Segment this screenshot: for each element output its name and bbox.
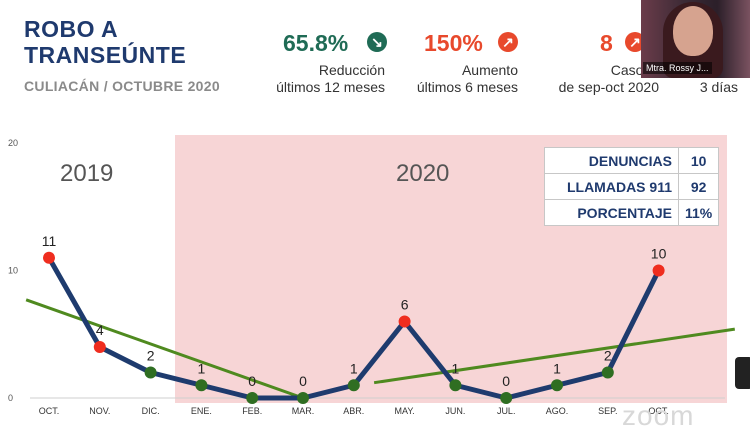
stat-reduction-label-line2: últimos 12 meses xyxy=(276,79,385,95)
x-tick-label: FEB. xyxy=(242,406,262,416)
stat-cases-value: 8 xyxy=(600,30,613,56)
x-tick-label: ENE. xyxy=(191,406,212,416)
data-point xyxy=(347,379,360,392)
x-tick-label: SEP. xyxy=(598,406,617,416)
stat-increase-label-line1: Aumento xyxy=(461,62,518,78)
data-label: 1 xyxy=(553,360,561,376)
page-subtitle: CULIACÁN / OCTUBRE 2020 xyxy=(24,78,220,94)
arrow-down-right-icon: ↘ xyxy=(367,32,387,52)
arrow-up-right-icon: ↗ xyxy=(498,32,518,52)
data-label: 1 xyxy=(350,360,358,376)
table-row: PORCENTAJE 11% xyxy=(544,199,720,226)
data-point xyxy=(246,392,259,404)
arrow-up-right-icon: ↗ xyxy=(625,32,645,52)
data-point xyxy=(144,366,157,379)
table-row: DENUNCIAS 10 xyxy=(544,147,720,174)
x-tick-label: JUL. xyxy=(497,406,516,416)
chart-series-lines xyxy=(46,256,661,401)
x-tick-label: OCT. xyxy=(39,406,60,416)
table-value: 92 xyxy=(677,173,720,200)
data-point xyxy=(500,392,513,404)
participant-face xyxy=(673,6,713,56)
data-point xyxy=(93,341,106,353)
data-label: 0 xyxy=(248,373,256,389)
data-label: 2 xyxy=(604,348,612,364)
trend-line xyxy=(25,298,304,400)
stat-reduction-value: 65.8% xyxy=(283,30,349,56)
series-line xyxy=(46,256,661,401)
chart-trend-lines xyxy=(25,298,736,400)
data-label: 1 xyxy=(198,360,206,376)
year-label-2019: 2019 xyxy=(60,160,114,187)
table-row: LLAMADAS 911 92 xyxy=(544,173,720,200)
x-tick-label: MAR. xyxy=(292,406,315,416)
stat-increase-label: Aumento últimos 6 meses xyxy=(390,62,518,96)
data-point xyxy=(297,392,309,404)
page-title-line1: ROBO A xyxy=(24,16,119,42)
x-tick-label: MAY. xyxy=(395,406,415,416)
data-label: 1 xyxy=(452,360,460,376)
stat-reduction-label-line1: Reducción xyxy=(318,62,385,78)
table-label: DENUNCIAS xyxy=(544,147,679,174)
data-point xyxy=(551,379,563,392)
stat-cut-label: 3 días xyxy=(699,79,738,95)
page-title-line2: TRANSEÚNTE xyxy=(24,42,187,68)
chart-x-ticks: OCT. NOV. DIC. ENE. FEB. MAR. ABR. MAY. JUN. JUL.… xyxy=(39,406,669,416)
data-label: 0 xyxy=(502,373,510,389)
data-label: 2 xyxy=(147,348,155,364)
trend-line xyxy=(373,327,736,385)
chart-points xyxy=(43,251,665,404)
zoom-watermark: zoom xyxy=(622,400,695,431)
x-tick-label: DIC. xyxy=(142,406,160,416)
table-value: 10 xyxy=(677,147,720,174)
data-label: 10 xyxy=(651,246,667,262)
participant-video-tile[interactable]: Mtra. Rossy J... xyxy=(641,0,750,78)
data-point xyxy=(195,379,208,392)
year-label-2020: 2020 xyxy=(396,160,450,187)
x-tick-label: AGO. xyxy=(546,406,569,416)
table-label: PORCENTAJE xyxy=(544,199,679,226)
y-tick-label: 10 xyxy=(8,266,18,276)
data-label: 0 xyxy=(299,373,307,389)
data-point xyxy=(43,251,55,264)
side-panel-toggle[interactable] xyxy=(735,357,750,389)
y-tick-label: 0 xyxy=(8,393,13,403)
data-label: 6 xyxy=(401,297,409,313)
y-tick-label: 20 xyxy=(8,138,18,148)
table-value: 11% xyxy=(677,199,720,226)
data-point xyxy=(652,264,665,277)
data-point xyxy=(398,315,411,328)
data-label: 4 xyxy=(96,322,104,338)
participant-name-label: Mtra. Rossy J... xyxy=(643,62,712,74)
stats-table: DENUNCIAS 10 LLAMADAS 911 92 PORCENTAJE … xyxy=(544,147,720,226)
data-label: 11 xyxy=(42,233,57,249)
table-label: LLAMADAS 911 xyxy=(544,173,679,200)
stat-increase-value: 150% xyxy=(424,30,483,56)
stat-reduction-label: Reducción últimos 12 meses xyxy=(240,62,385,96)
x-tick-label: ABR. xyxy=(343,406,364,416)
data-point xyxy=(449,379,462,392)
stat-cases-label-line2: de sep-oct 2020 xyxy=(558,79,659,95)
x-tick-label: JUN. xyxy=(445,406,465,416)
x-tick-label: NOV. xyxy=(89,406,110,416)
x-tick-label: OCT. xyxy=(648,406,669,416)
data-point xyxy=(601,366,614,379)
stat-increase-label-line2: últimos 6 meses xyxy=(416,79,518,95)
